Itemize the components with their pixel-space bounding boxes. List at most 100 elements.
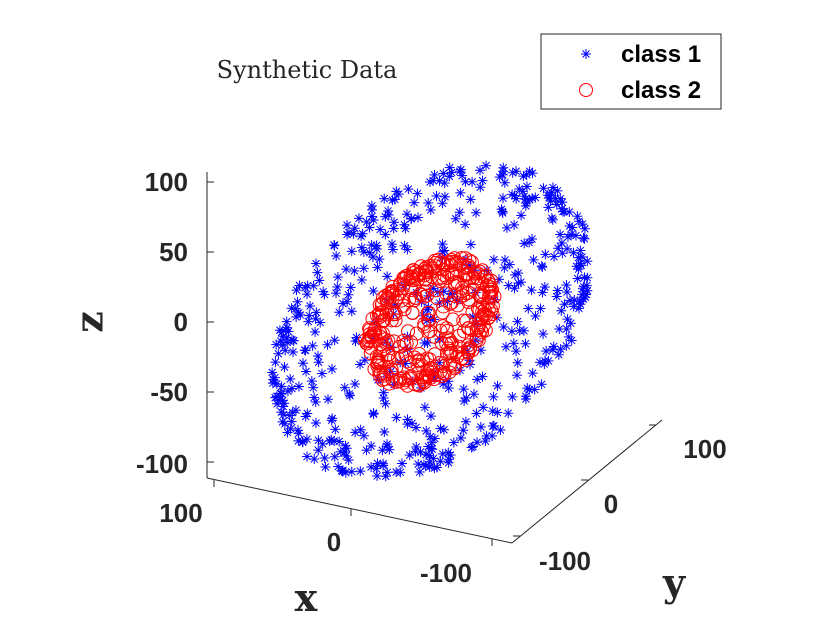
data-point-class-1 bbox=[556, 237, 567, 248]
data-point-class-2 bbox=[365, 311, 380, 326]
data-point-class-1 bbox=[492, 380, 503, 391]
data-point-class-2 bbox=[433, 274, 448, 289]
data-point-class-2 bbox=[478, 268, 493, 283]
data-point-class-1 bbox=[539, 282, 550, 293]
data-point-class-1 bbox=[288, 347, 298, 357]
data-point-class-2 bbox=[436, 256, 451, 271]
data-point-class-1 bbox=[472, 374, 483, 385]
data-point-class-1 bbox=[508, 338, 519, 349]
data-point-class-1 bbox=[561, 280, 572, 291]
data-point-class-1 bbox=[475, 182, 486, 193]
data-point-class-1 bbox=[538, 183, 549, 194]
data-point-class-2 bbox=[465, 343, 480, 358]
x-axis-label: x bbox=[295, 575, 318, 620]
data-point-class-1 bbox=[561, 340, 572, 351]
data-point-class-1 bbox=[526, 285, 537, 296]
data-point-class-1 bbox=[437, 198, 448, 209]
data-point-class-1 bbox=[353, 213, 364, 224]
data-point-class-1 bbox=[371, 463, 382, 474]
data-point-class-1 bbox=[306, 376, 317, 387]
data-point-class-1 bbox=[570, 230, 581, 241]
data-point-class-2 bbox=[394, 293, 409, 308]
data-point-class-1 bbox=[578, 281, 589, 292]
legend-asterisk-marker bbox=[581, 49, 591, 59]
data-point-class-2 bbox=[373, 326, 388, 341]
data-point-class-2 bbox=[366, 326, 381, 341]
data-point-class-1 bbox=[311, 307, 322, 318]
data-point-class-2 bbox=[447, 288, 462, 303]
data-point-class-2 bbox=[375, 296, 390, 311]
data-point-class-2 bbox=[397, 272, 412, 287]
data-point-class-1 bbox=[403, 184, 414, 195]
data-point-class-1 bbox=[503, 280, 514, 291]
data-point-class-1 bbox=[342, 220, 353, 231]
data-point-class-1 bbox=[331, 250, 342, 261]
data-point-class-1 bbox=[418, 459, 429, 470]
data-point-class-2 bbox=[372, 355, 387, 370]
data-point-class-1 bbox=[582, 272, 593, 283]
data-point-class-2 bbox=[433, 255, 448, 270]
data-point-class-1 bbox=[541, 346, 552, 357]
z-tick-label: 100 bbox=[145, 167, 188, 197]
data-point-class-1 bbox=[481, 160, 492, 171]
legend: class 1 class 2 bbox=[540, 33, 722, 110]
data-point-class-1 bbox=[439, 178, 450, 189]
data-point-class-1 bbox=[287, 407, 298, 418]
data-point-class-1 bbox=[383, 209, 394, 220]
data-point-class-2 bbox=[439, 321, 454, 336]
data-point-class-1 bbox=[507, 189, 518, 200]
data-point-class-1 bbox=[395, 467, 406, 478]
data-point-class-1 bbox=[444, 162, 455, 173]
data-point-class-1 bbox=[282, 386, 293, 397]
data-point-class-1 bbox=[389, 217, 400, 228]
data-point-class-1 bbox=[293, 425, 304, 436]
data-point-class-2 bbox=[420, 306, 435, 321]
data-point-class-1 bbox=[280, 324, 291, 335]
data-point-class-1 bbox=[498, 193, 509, 204]
data-point-class-1 bbox=[528, 254, 539, 265]
data-point-class-1 bbox=[402, 419, 413, 430]
data-point-class-1 bbox=[349, 265, 360, 276]
data-point-class-1 bbox=[527, 168, 538, 179]
data-point-class-1 bbox=[540, 249, 551, 260]
data-point-class-2 bbox=[429, 283, 444, 298]
data-point-class-2 bbox=[456, 313, 471, 328]
data-point-class-2 bbox=[481, 311, 496, 326]
data-point-class-2 bbox=[396, 271, 411, 286]
data-point-class-1 bbox=[280, 345, 291, 356]
data-point-class-1 bbox=[333, 461, 344, 472]
x-tick-label: 100 bbox=[159, 498, 202, 528]
data-point-class-1 bbox=[512, 357, 523, 368]
data-point-class-2 bbox=[388, 307, 403, 322]
data-point-class-1 bbox=[465, 239, 476, 250]
data-point-class-1 bbox=[378, 387, 389, 398]
data-point-class-1 bbox=[497, 208, 508, 219]
data-point-class-1 bbox=[559, 206, 570, 217]
data-point-class-1 bbox=[421, 425, 432, 436]
data-point-class-1 bbox=[332, 281, 343, 292]
data-point-class-1 bbox=[454, 207, 465, 218]
data-point-class-2 bbox=[487, 289, 502, 304]
data-point-class-1 bbox=[498, 321, 509, 332]
data-point-class-2 bbox=[435, 305, 450, 320]
data-point-class-1 bbox=[561, 324, 572, 335]
data-point-class-1 bbox=[471, 408, 482, 419]
data-point-class-1 bbox=[475, 165, 486, 176]
data-point-class-1 bbox=[404, 450, 415, 461]
data-point-class-1 bbox=[553, 243, 564, 254]
data-point-class-1 bbox=[450, 213, 461, 224]
data-point-class-2 bbox=[374, 308, 389, 323]
data-point-class-1 bbox=[292, 296, 303, 307]
data-point-class-2 bbox=[400, 378, 415, 393]
data-point-class-1 bbox=[301, 366, 312, 377]
data-point-class-1 bbox=[506, 326, 517, 337]
data-point-class-1 bbox=[275, 388, 286, 399]
data-point-class-1 bbox=[575, 299, 586, 310]
z-tick-label: -50 bbox=[150, 377, 188, 407]
data-point-class-1 bbox=[313, 357, 324, 368]
data-point-class-1 bbox=[335, 446, 346, 457]
data-point-class-1 bbox=[448, 437, 459, 448]
data-point-class-2 bbox=[398, 347, 413, 362]
data-point-class-1 bbox=[577, 251, 588, 262]
data-point-class-1 bbox=[455, 164, 466, 175]
